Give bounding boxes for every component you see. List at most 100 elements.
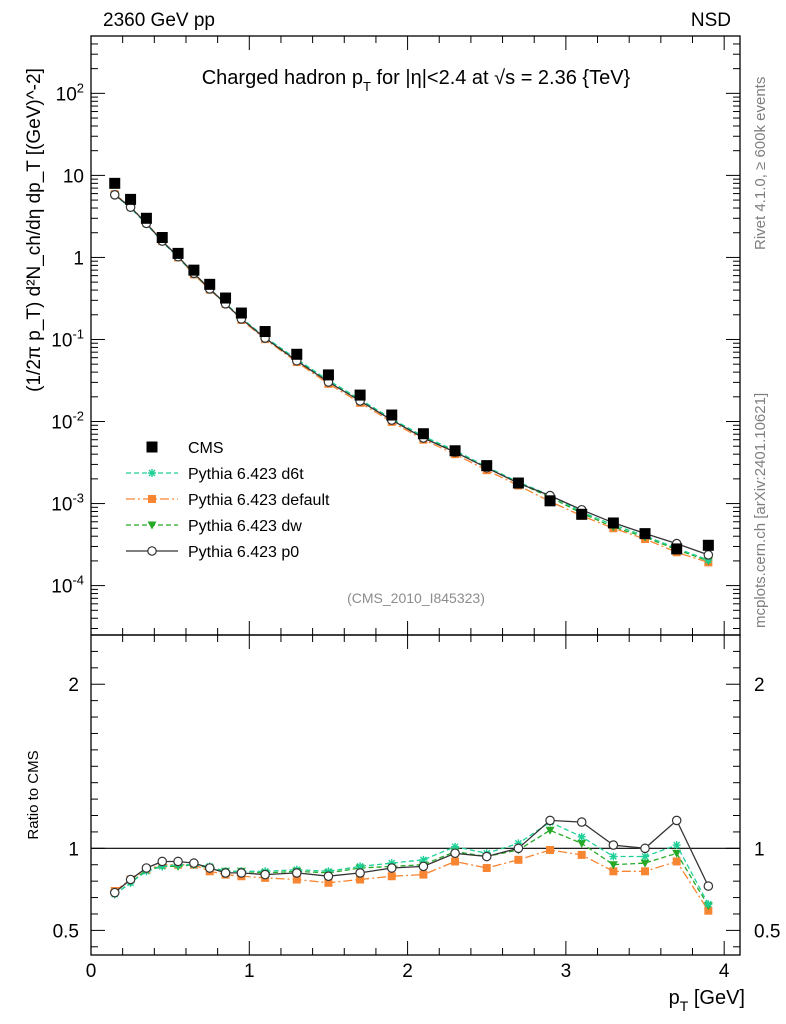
ratio-point-default bbox=[292, 875, 301, 884]
ratio-point-dw bbox=[577, 839, 587, 848]
main-point-CMS bbox=[220, 292, 232, 304]
main-point-CMS bbox=[417, 428, 429, 440]
main-y-tick-label: 1 bbox=[73, 248, 84, 269]
ratio-y-tick-label-left: 0.5 bbox=[53, 921, 79, 942]
ratio-line-p0 bbox=[114, 819, 709, 894]
main-panel: 10-4 10-3 10-2 10-1 1 10 102 bbox=[51, 35, 741, 636]
main-point-CMS bbox=[291, 348, 303, 360]
ratio-panel: 0 1 2 3 4 0.5 0.5 1 1 2 2 bbox=[53, 634, 780, 982]
ratio-point-p0 bbox=[204, 863, 215, 873]
main-point-CMS bbox=[322, 369, 334, 381]
main-point-p0 bbox=[703, 550, 714, 560]
ratio-y-tick-label-right: 0.5 bbox=[754, 921, 780, 942]
main-point-CMS bbox=[125, 193, 137, 205]
ratio-y-tick-label-left: 2 bbox=[68, 675, 79, 696]
ratio-point-p0 bbox=[450, 848, 460, 859]
x-tick-label: 4 bbox=[719, 961, 730, 982]
ratio-point-d6t bbox=[451, 842, 460, 851]
ratio-point-p0 bbox=[576, 817, 587, 827]
main-point-CMS bbox=[259, 326, 271, 338]
main-title: Charged hadron pT for |η|<2.4 at √s = 2.… bbox=[202, 67, 631, 94]
main-y-tick-label: 102 bbox=[56, 80, 84, 105]
ratio-point-dw bbox=[672, 849, 682, 858]
ratio-point-p0 bbox=[671, 815, 682, 826]
ratio-point-default bbox=[451, 857, 460, 866]
main-point-CMS bbox=[702, 539, 714, 551]
legend-label-p0: Pythia 6.423 p0 bbox=[188, 544, 299, 561]
side-label-mcplots: mcplots.cern.ch [arXiv:2401.10621] bbox=[752, 393, 769, 628]
ratio-point-d6t bbox=[641, 852, 650, 861]
main-point-CMS bbox=[140, 212, 152, 224]
ratio-point-dw bbox=[608, 861, 618, 870]
ratio-point-default bbox=[387, 872, 396, 881]
ratio-point-d6t bbox=[514, 839, 523, 848]
ratio-line-d6t bbox=[114, 821, 709, 905]
ratio-point-default bbox=[609, 867, 618, 876]
main-point-CMS bbox=[204, 278, 216, 290]
ratio-point-default bbox=[546, 845, 555, 854]
main-point-CMS bbox=[544, 495, 556, 507]
main-y-tick-label: 10-3 bbox=[51, 491, 84, 516]
ratio-point-d6t bbox=[419, 855, 428, 864]
x-axis-label: pT [GeV] bbox=[669, 987, 745, 1014]
header-left-label: 2360 GeV pp bbox=[103, 10, 215, 31]
ratio-point-default bbox=[704, 906, 713, 915]
ratio-point-dw bbox=[545, 826, 555, 835]
main-point-CMS bbox=[512, 477, 524, 489]
main-point-CMS bbox=[235, 307, 247, 319]
legend-marker-CMS bbox=[146, 441, 158, 453]
ratio-point-d6t bbox=[387, 859, 396, 868]
ratio-point-p0 bbox=[109, 887, 120, 898]
ratio-point-p0 bbox=[125, 874, 136, 885]
main-y-tick-label: 10-2 bbox=[51, 409, 84, 434]
main-point-CMS bbox=[386, 409, 398, 421]
ratio-point-p0 bbox=[545, 815, 555, 826]
ratio-point-p0 bbox=[418, 861, 429, 872]
ratio-point-p0 bbox=[323, 871, 334, 882]
x-tick-label: 3 bbox=[561, 961, 572, 982]
ratio-point-default bbox=[514, 855, 523, 864]
main-y-tick-label: 10-4 bbox=[51, 573, 84, 598]
main-point-CMS bbox=[449, 445, 461, 457]
ratio-point-default bbox=[324, 878, 333, 887]
main-point-d6t bbox=[704, 556, 713, 565]
main-y-tick-label: 10 bbox=[63, 166, 84, 187]
legend-label-CMS: CMS bbox=[188, 440, 224, 457]
x-tick-label: 2 bbox=[402, 961, 413, 982]
ratio-y-tick-label-left: 1 bbox=[68, 839, 79, 860]
main-point-CMS bbox=[109, 177, 121, 189]
ratio-frame bbox=[90, 634, 741, 956]
ratio-line-dw bbox=[114, 829, 709, 907]
ratio-point-default bbox=[356, 875, 365, 884]
x-tick-label: 1 bbox=[244, 961, 255, 982]
ratio-point-p0 bbox=[386, 863, 397, 873]
ratio-point-default bbox=[641, 867, 650, 876]
main-point-CMS bbox=[354, 389, 366, 401]
main-y-tick-label: 10-1 bbox=[51, 326, 84, 351]
ratio-point-p0 bbox=[189, 858, 199, 868]
ratio-y-tick-label-right: 2 bbox=[754, 675, 765, 696]
ratio-point-p0 bbox=[173, 856, 183, 867]
ratio-point-p0 bbox=[236, 868, 247, 878]
ratio-point-dw bbox=[640, 859, 650, 868]
ratio-point-p0 bbox=[291, 868, 302, 878]
ratio-point-d6t bbox=[577, 832, 586, 841]
ratio-point-default bbox=[482, 864, 491, 873]
ratio-point-default bbox=[419, 870, 428, 879]
legend-label-default: Pythia 6.423 default bbox=[188, 492, 330, 509]
ratio-line-default bbox=[114, 849, 709, 912]
ratio-point-p0 bbox=[220, 868, 231, 878]
main-point-CMS bbox=[607, 517, 619, 529]
main-point-CMS bbox=[188, 264, 200, 276]
ratio-point-p0 bbox=[703, 881, 714, 891]
analysis-annotation: (CMS_2010_I845323) bbox=[347, 590, 485, 606]
main-point-CMS bbox=[576, 508, 588, 520]
ratio-point-d6t bbox=[704, 900, 713, 909]
legend-marker-p0 bbox=[147, 546, 157, 556]
ratio-point-d6t bbox=[158, 862, 167, 871]
ratio-point-d6t bbox=[356, 862, 365, 871]
main-point-CMS bbox=[639, 528, 651, 540]
legend-marker-dw bbox=[147, 521, 157, 530]
main-point-CMS bbox=[156, 231, 168, 243]
legend-marker-default bbox=[148, 495, 156, 503]
